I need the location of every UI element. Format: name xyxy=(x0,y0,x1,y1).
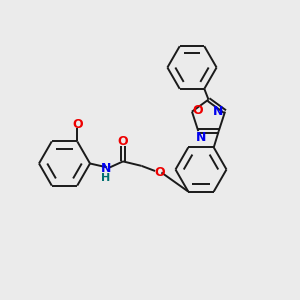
Text: N: N xyxy=(196,130,206,144)
Text: O: O xyxy=(154,166,165,179)
Text: H: H xyxy=(101,173,110,183)
Text: N: N xyxy=(213,104,224,118)
Text: O: O xyxy=(72,118,83,130)
Text: N: N xyxy=(100,162,111,176)
Text: O: O xyxy=(118,135,128,148)
Text: O: O xyxy=(193,103,203,117)
